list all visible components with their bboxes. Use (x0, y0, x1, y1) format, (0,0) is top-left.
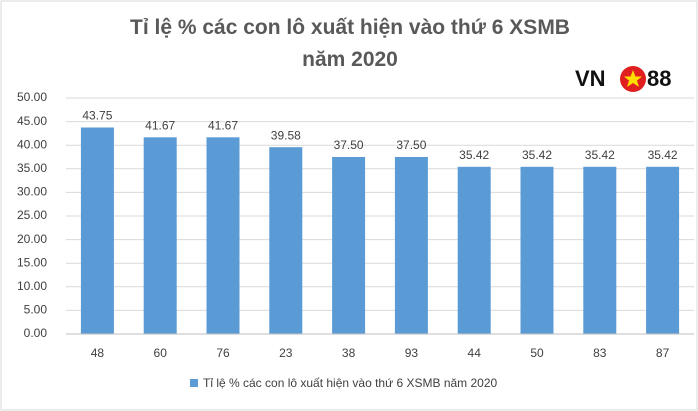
legend-label: Tỉ lệ % các con lô xuất hiện vào thứ 6 X… (203, 376, 498, 390)
logo-star (624, 70, 642, 87)
x-tick-label: 83 (593, 346, 607, 360)
bar (206, 137, 240, 334)
y-tick-label: 45.00 (17, 114, 47, 128)
y-tick-label: 50.00 (17, 90, 47, 104)
x-tick-label: 38 (342, 346, 356, 360)
bar (646, 166, 680, 334)
bar (394, 157, 428, 334)
chart-title: Tỉ lệ % các con lô xuất hiện vào thứ 6 X… (130, 16, 570, 71)
data-label: 41.67 (145, 118, 175, 132)
data-label: 39.58 (271, 128, 301, 142)
logo-left: VN (575, 66, 606, 91)
y-tick-label: 5.00 (24, 303, 48, 317)
x-tick-label: 44 (468, 346, 482, 360)
bar (583, 166, 617, 334)
data-label: 35.42 (459, 148, 489, 162)
data-label: 37.50 (334, 138, 364, 152)
logo-right: 88 (647, 66, 671, 91)
y-tick-label: 15.00 (17, 255, 47, 269)
bar (332, 157, 366, 334)
x-tick-label: 60 (154, 346, 168, 360)
data-label: 43.75 (82, 109, 112, 123)
y-tick-label: 30.00 (17, 185, 47, 199)
data-label: 35.42 (648, 148, 678, 162)
y-tick-label: 25.00 (17, 208, 47, 222)
y-tick-label: 20.00 (17, 232, 47, 246)
y-tick-label: 40.00 (17, 137, 47, 151)
y-tick-label: 10.00 (17, 279, 47, 293)
x-tick-label: 23 (279, 346, 293, 360)
bar (80, 127, 114, 334)
legend-swatch (190, 379, 198, 387)
x-tick-label: 93 (405, 346, 419, 360)
x-tick-label: 76 (216, 346, 230, 360)
data-label: 37.50 (396, 138, 426, 152)
y-tick-label: 0.00 (24, 326, 48, 340)
bar (520, 166, 554, 334)
x-tick-label: 87 (656, 346, 670, 360)
data-label: 35.42 (522, 148, 552, 162)
bar (143, 137, 177, 334)
x-tick-label: 48 (91, 346, 105, 360)
y-tick-label: 35.00 (17, 161, 47, 175)
bar (269, 147, 303, 334)
x-tick-label: 50 (530, 346, 544, 360)
data-label: 41.67 (208, 118, 238, 132)
bar (457, 166, 491, 334)
data-label: 35.42 (585, 148, 615, 162)
